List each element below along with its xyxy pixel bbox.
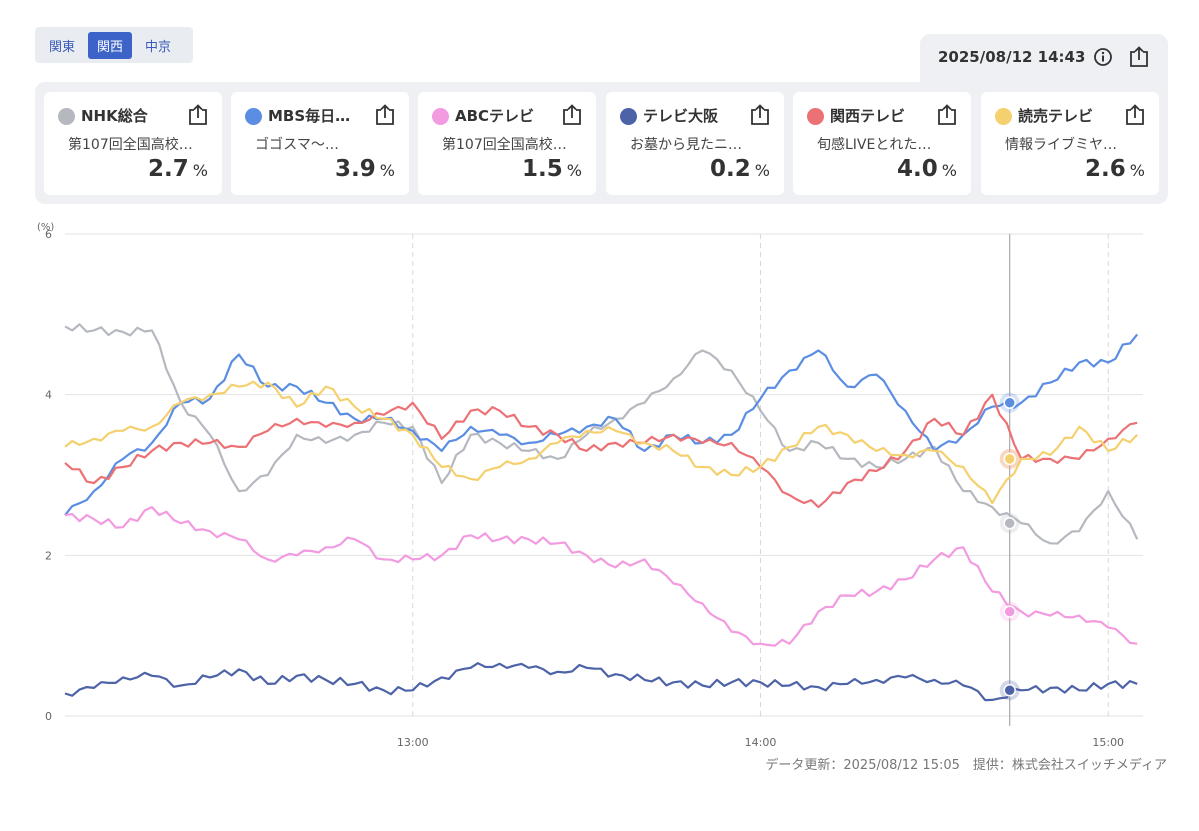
channel-card[interactable]: 関西テレビ旬感LIVEとれた… 4.0%: [793, 92, 971, 195]
region-tab-chukyo[interactable]: 中京: [145, 39, 172, 55]
x-tick-label: 15:00: [1092, 736, 1124, 749]
rating-unit: %: [566, 161, 582, 180]
rating-unit: %: [754, 161, 770, 180]
channel-card[interactable]: 読売テレビ情報ライブミヤ… 2.6%: [981, 92, 1159, 195]
channel-card[interactable]: NHK総合第107回全国高校… 2.7%: [44, 92, 222, 195]
rating-value: 3.9%: [335, 156, 395, 182]
info-icon[interactable]: [1092, 46, 1114, 68]
channel-color-dot: [620, 108, 637, 125]
rating-number: 3.9: [335, 156, 376, 182]
rating-number: 0.2: [710, 156, 751, 182]
share-icon[interactable]: [1128, 46, 1150, 68]
region-tab-kansai[interactable]: 関西: [88, 31, 133, 59]
cursor-marker: [1003, 605, 1016, 618]
series-line: [64, 662, 1138, 702]
cursor-marker: [1003, 516, 1016, 530]
program-title: 第107回全国高校…: [442, 137, 567, 153]
series-line: [64, 506, 1138, 647]
rating-value: 1.5%: [522, 156, 582, 182]
series-line: [64, 333, 1139, 516]
share-icon[interactable]: [937, 104, 957, 126]
program-title: ゴゴスマ〜…: [255, 137, 339, 153]
channel-color-dot: [245, 108, 262, 125]
channel-name: MBS毎日…: [268, 107, 351, 125]
share-icon[interactable]: [188, 104, 208, 126]
y-tick-label: 6: [45, 228, 52, 241]
program-title: お墓から見たニ…: [630, 137, 742, 153]
ratings-line-chart: 0 2 4 6(%) 13:00 14:00 15:00: [37, 222, 1143, 749]
channel-name: 読売テレビ: [1018, 107, 1094, 125]
rating-number: 4.0: [897, 156, 938, 182]
y-axis-unit: (%): [37, 222, 54, 233]
program-title: 旬感LIVEとれた…: [817, 137, 932, 153]
channel-name: ABCテレビ: [455, 107, 535, 125]
channel-color-dot: [995, 108, 1012, 125]
rating-number: 1.5: [522, 156, 563, 182]
program-title: 第107回全国高校…: [68, 137, 193, 153]
channel-color-dot: [807, 108, 824, 125]
share-icon[interactable]: [750, 104, 770, 126]
cursor-marker: [1003, 684, 1016, 697]
y-tick-label: 0: [45, 710, 52, 723]
rating-unit: %: [379, 161, 395, 180]
rating-unit: %: [192, 161, 208, 180]
series-line: [64, 393, 1138, 509]
region-tab-kanto[interactable]: 関東: [49, 39, 76, 55]
current-timestamp: 2025/08/12 14:43: [938, 48, 1086, 66]
channel-color-dot: [58, 108, 75, 125]
series-line: [64, 380, 1138, 505]
rating-value: 4.0%: [897, 156, 957, 182]
channel-name: 関西テレビ: [830, 107, 906, 125]
channel-card[interactable]: MBS毎日… ゴゴスマ〜… 3.9%: [231, 92, 409, 195]
y-tick-label: 4: [45, 389, 52, 402]
channel-name: NHK総合: [81, 107, 148, 125]
program-title: 情報ライブミヤ…: [1005, 137, 1117, 153]
x-tick-label: 14:00: [745, 736, 777, 749]
rating-number: 2.7: [148, 156, 189, 182]
region-tabs: 関東 関西 中京: [35, 27, 193, 63]
x-tick-label: 13:00: [397, 736, 429, 749]
channel-name: テレビ大阪: [643, 107, 719, 125]
series-line: [64, 323, 1139, 545]
channel-panel: [35, 82, 1168, 204]
share-icon[interactable]: [375, 104, 395, 126]
rating-unit: %: [1129, 161, 1145, 180]
y-tick-label: 2: [45, 549, 52, 562]
rating-value: 2.6%: [1085, 156, 1145, 182]
rating-value: 0.2%: [710, 156, 770, 182]
share-icon[interactable]: [1125, 104, 1145, 126]
rating-value: 2.7%: [148, 156, 208, 182]
rating-unit: %: [941, 161, 957, 180]
rating-number: 2.6: [1085, 156, 1126, 182]
cursor-marker: [1003, 452, 1016, 466]
share-icon[interactable]: [562, 104, 582, 126]
channel-color-dot: [432, 108, 449, 125]
channel-card[interactable]: ABCテレビ第107回全国高校… 1.5%: [418, 92, 596, 195]
cursor-marker: [1003, 396, 1016, 409]
data-source-footer: データ更新：2025/08/12 15:05 提供：株式会社スイッチメディア: [765, 758, 1167, 773]
channel-card[interactable]: テレビ大阪お墓から見たニ… 0.2%: [606, 92, 784, 195]
